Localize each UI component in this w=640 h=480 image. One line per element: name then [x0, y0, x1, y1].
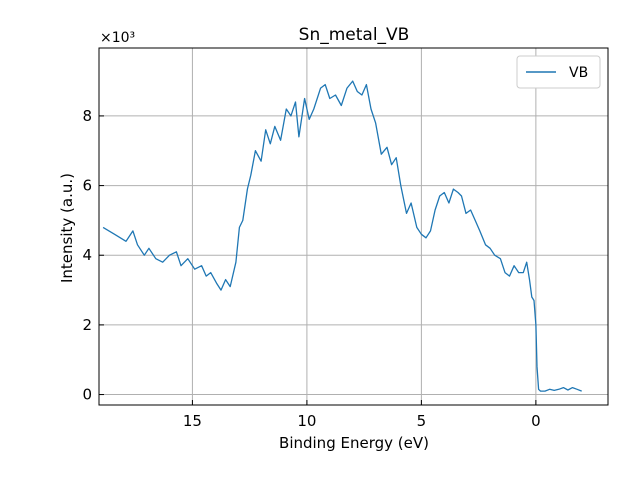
- y-tick-label: 0: [82, 386, 92, 404]
- series-layer: [102, 80, 582, 392]
- y-tick-label: 6: [82, 177, 92, 195]
- tick-layer: 15 10 5 0 0 2 4 6 8: [82, 107, 540, 430]
- legend-label-vb: VB: [569, 65, 588, 81]
- x-tick-label: 5: [417, 412, 427, 430]
- y-tick-label: 4: [82, 246, 92, 264]
- grid-layer: [99, 48, 608, 405]
- legend-box: [516, 55, 601, 89]
- x-tick-label: 10: [297, 412, 316, 430]
- legend: VB: [516, 55, 601, 89]
- y-multiplier-label: ×10³: [100, 30, 135, 46]
- y-tick-label: 8: [82, 107, 92, 125]
- x-axis-label: Binding Energy (eV): [279, 434, 429, 452]
- x-tick-label: 0: [531, 412, 541, 430]
- series-line-vb: [102, 80, 582, 392]
- y-tick-label: 2: [82, 316, 92, 334]
- chart-title: Sn_metal_VB: [299, 25, 410, 45]
- x-tick-label: 15: [183, 412, 202, 430]
- plot-frame: [98, 47, 609, 406]
- y-axis-label: Intensity (a.u.): [58, 173, 76, 283]
